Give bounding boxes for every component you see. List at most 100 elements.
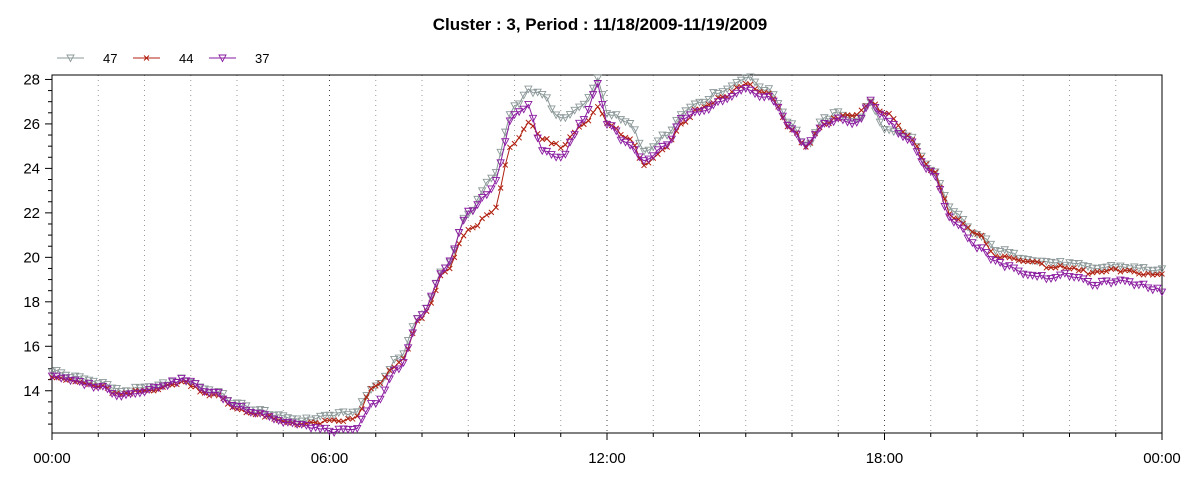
data-point bbox=[187, 383, 194, 390]
data-point bbox=[847, 120, 857, 129]
data-point bbox=[329, 412, 339, 421]
data-point bbox=[511, 140, 518, 147]
data-point bbox=[1051, 274, 1060, 283]
legend-label-37: 37 bbox=[255, 51, 269, 66]
data-point bbox=[644, 146, 653, 155]
y-tick-label: 16 bbox=[23, 338, 40, 355]
data-point bbox=[331, 417, 337, 423]
data-point bbox=[297, 420, 307, 429]
data-point bbox=[223, 397, 233, 406]
data-point bbox=[445, 258, 455, 267]
data-point bbox=[1080, 266, 1087, 273]
data-point bbox=[1129, 281, 1139, 290]
data-point bbox=[456, 240, 462, 247]
data-point bbox=[653, 146, 663, 155]
data-point bbox=[607, 111, 616, 120]
data-point bbox=[1011, 255, 1017, 262]
data-point bbox=[524, 85, 533, 94]
data-point bbox=[473, 201, 482, 210]
data-point bbox=[579, 100, 589, 109]
data-point bbox=[590, 109, 596, 116]
data-point bbox=[363, 394, 370, 401]
data-point bbox=[611, 127, 621, 136]
data-point bbox=[326, 417, 333, 424]
data-point bbox=[385, 375, 394, 384]
data-point bbox=[585, 117, 592, 124]
data-point bbox=[445, 257, 455, 266]
data-point bbox=[1034, 259, 1040, 265]
data-point bbox=[764, 85, 774, 94]
x-tick-label: 00:00 bbox=[1143, 450, 1181, 467]
data-point bbox=[519, 105, 529, 114]
data-point bbox=[417, 311, 427, 320]
data-point bbox=[759, 93, 769, 102]
data-point bbox=[510, 102, 519, 111]
data-point bbox=[389, 356, 399, 364]
data-point bbox=[672, 123, 681, 132]
data-point bbox=[357, 415, 367, 424]
data-point bbox=[1157, 288, 1167, 297]
data-point bbox=[283, 418, 293, 427]
data-point bbox=[454, 229, 464, 238]
data-point bbox=[377, 380, 384, 387]
data-point bbox=[1042, 258, 1051, 267]
data-point bbox=[963, 234, 973, 243]
data-point bbox=[103, 385, 112, 394]
data-point bbox=[801, 142, 811, 151]
data-point bbox=[1134, 281, 1144, 290]
data-point bbox=[1028, 257, 1037, 266]
data-point bbox=[66, 377, 75, 386]
data-point bbox=[343, 411, 353, 420]
data-point bbox=[329, 429, 339, 438]
data-point bbox=[1015, 257, 1022, 264]
data-point bbox=[181, 377, 191, 386]
data-point bbox=[408, 329, 418, 338]
data-point bbox=[126, 390, 135, 399]
data-point bbox=[1143, 266, 1153, 275]
data-point bbox=[593, 80, 603, 88]
data-point bbox=[820, 119, 829, 128]
data-point bbox=[380, 386, 390, 395]
data-point bbox=[741, 74, 751, 83]
data-point bbox=[117, 392, 126, 401]
data-point bbox=[200, 388, 209, 397]
data-point bbox=[695, 98, 704, 107]
data-point bbox=[895, 122, 902, 129]
data-point bbox=[581, 121, 587, 128]
data-point bbox=[1048, 264, 1054, 271]
data-point bbox=[579, 116, 589, 124]
data-point bbox=[474, 222, 481, 229]
data-point bbox=[986, 240, 996, 249]
data-point bbox=[1071, 265, 1077, 271]
y-tick-label: 20 bbox=[23, 249, 40, 266]
data-point bbox=[1051, 259, 1060, 268]
data-point bbox=[681, 114, 690, 123]
data-point bbox=[969, 229, 976, 235]
data-point bbox=[829, 118, 838, 127]
data-point bbox=[978, 232, 985, 239]
data-point bbox=[172, 379, 182, 387]
data-point bbox=[1025, 258, 1031, 265]
data-point bbox=[460, 232, 467, 239]
data-point bbox=[1062, 264, 1068, 271]
data-point bbox=[528, 114, 538, 123]
data-point bbox=[514, 108, 524, 117]
data-point bbox=[1069, 259, 1079, 268]
data-point bbox=[718, 88, 727, 97]
x-tick-label: 06:00 bbox=[311, 450, 349, 467]
x-tick-label: 00:00 bbox=[33, 450, 71, 467]
data-point bbox=[497, 185, 504, 191]
data-point bbox=[769, 97, 778, 106]
y-tick-label: 28 bbox=[23, 71, 40, 88]
data-point bbox=[630, 126, 640, 135]
data-point bbox=[1018, 270, 1028, 279]
data-point bbox=[1159, 271, 1165, 277]
data-point bbox=[662, 131, 672, 140]
data-point bbox=[750, 78, 760, 87]
data-point bbox=[542, 94, 552, 103]
data-point bbox=[463, 207, 473, 216]
data-point bbox=[1145, 270, 1151, 277]
data-point bbox=[824, 120, 834, 129]
data-point bbox=[611, 111, 621, 120]
x-tick-label: 18:00 bbox=[866, 450, 904, 467]
